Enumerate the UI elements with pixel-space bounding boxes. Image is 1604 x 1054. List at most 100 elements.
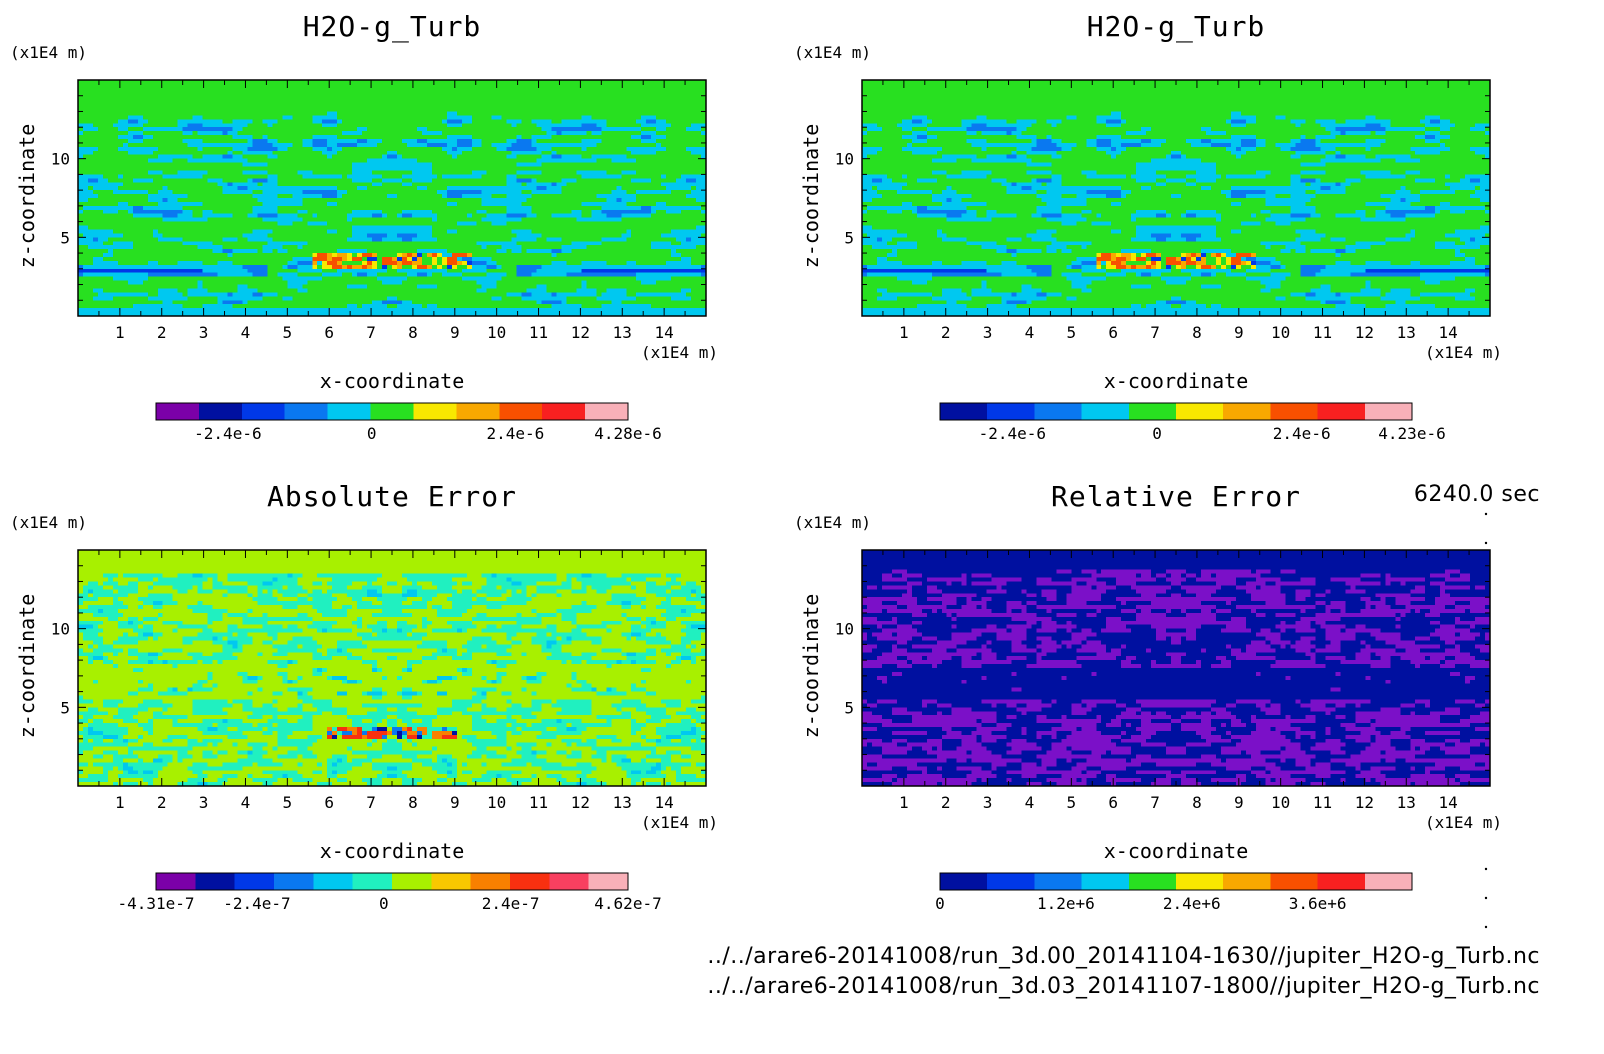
colorbar-swatch [1129,403,1177,420]
x-tick-label: 13 [613,793,632,812]
colorbar-swatch [1318,873,1366,890]
x-tick-label: 9 [1234,323,1244,342]
panel-4: Relative Error(x1E4 m)(x1E4 m)1 2 3 4 5 6 7 8 9 1… [794,480,1502,913]
x-tick-label: 9 [1234,793,1244,812]
chart-title: Relative Error [1051,480,1301,513]
colorbar [156,403,629,420]
colorbar-swatch [392,873,432,890]
colorbar-swatch [235,873,275,890]
colorbar-tick-label: 0 [1152,424,1162,443]
x-axis-label: x-coordinate [1104,839,1249,863]
colorbar-swatch [242,403,285,420]
x-tick-label: 1 [899,793,909,812]
x-tick-label: 14 [655,793,674,812]
x-tick-label: 7 [1150,793,1160,812]
x-tick-label: 14 [655,323,674,342]
heatmap-cells [862,550,1491,787]
x-tick-label: 7 [366,323,376,342]
x-tick-label: 12 [1355,323,1374,342]
panel-3: Absolute Error(x1E4 m)(x1E4 m)1 2 3 4 5 6 7 8 9 1… [10,480,718,913]
x-unit-label: (x1E4 m) [1425,343,1502,362]
colorbar-swatch [1129,873,1177,890]
colorbar-swatch [1270,403,1318,420]
x-tick-label: 3 [199,323,209,342]
heatmap-cells [862,80,1491,317]
file-path-1: ../../arare6-20141008/run_3d.00_20141104… [707,944,1540,969]
colorbar-swatch [431,873,471,890]
heatmap-cells [78,80,707,317]
colorbar-swatch [499,403,542,420]
x-axis-label: x-coordinate [320,369,465,393]
colorbar-swatch [1034,403,1082,420]
x-tick-label: 2 [941,323,951,342]
x-tick-label: 9 [450,323,460,342]
x-tick-label: 2 [941,793,951,812]
y-axis-label: z-coordinate [799,124,823,269]
x-tick-label: 3 [983,323,993,342]
chart-title: H2O-g_Turb [1087,10,1266,44]
colorbar-swatch [940,403,988,420]
colorbar-swatch [987,873,1035,890]
y-unit-label: (x1E4 m) [10,43,87,62]
colorbar-swatch [371,403,414,420]
x-axis-label: x-coordinate [1104,369,1249,393]
colorbar-tick-label: 3.6e+6 [1289,894,1347,913]
chart-title: H2O-g_Turb [303,10,482,44]
x-tick-label: 11 [529,793,548,812]
y-tick-label: 10 [835,150,854,169]
x-tick-label: 2 [157,323,167,342]
x-tick-label: 10 [1271,793,1290,812]
x-tick-label: 8 [1192,793,1202,812]
colorbar-swatch [353,873,393,890]
x-tick-label: 4 [241,323,251,342]
colorbar-swatch [156,403,199,420]
x-tick-label: 5 [283,793,293,812]
x-tick-label: 13 [1397,323,1416,342]
x-tick-label: 8 [408,793,418,812]
x-tick-label: 4 [1025,793,1035,812]
chart-title: Absolute Error [267,480,517,513]
x-tick-label: 10 [1271,323,1290,342]
time-label: 6240.0 sec [1414,482,1540,507]
x-tick-label: 8 [1192,323,1202,342]
colorbar-swatch [1365,403,1413,420]
colorbar-swatch [413,403,456,420]
colorbar-tick-label: 2.4e-6 [1273,424,1331,443]
edge-dot [1485,868,1487,870]
x-tick-label: 1 [115,323,125,342]
x-tick-label: 6 [1108,323,1118,342]
y-unit-label: (x1E4 m) [794,513,871,532]
x-tick-label: 5 [1067,793,1077,812]
x-tick-label: 5 [283,323,293,342]
x-tick-label: 13 [1397,793,1416,812]
x-tick-label: 12 [571,793,590,812]
colorbar-tick-label: 4.28e-6 [594,424,661,443]
x-tick-label: 4 [1025,323,1035,342]
x-tick-label: 12 [571,323,590,342]
y-tick-label: 5 [60,698,70,717]
y-tick-label: 5 [844,228,854,247]
y-axis-label: z-coordinate [15,124,39,269]
colorbar-tick-label: 0 [935,894,945,913]
colorbar-tick-label: 2.4e+6 [1163,894,1221,913]
colorbar-tick-label: 0 [367,424,377,443]
file-path-2: ../../arare6-20141008/run_3d.03_20141107… [707,974,1540,999]
colorbar [156,873,629,890]
colorbar-swatch [1223,403,1271,420]
colorbar-swatch [195,873,235,890]
x-tick-label: 7 [366,793,376,812]
colorbar-tick-label: -2.4e-7 [223,894,290,913]
colorbar-swatch [1176,873,1224,890]
colorbar-swatch [987,403,1035,420]
x-axis-label: x-coordinate [320,839,465,863]
x-tick-label: 9 [450,793,460,812]
y-unit-label: (x1E4 m) [10,513,87,532]
heatmap-cells [78,550,707,787]
colorbar-tick-label: 1.2e+6 [1037,894,1095,913]
colorbar-swatch [285,403,328,420]
x-tick-label: 8 [408,323,418,342]
x-tick-label: 3 [983,793,993,812]
colorbar [940,403,1413,420]
colorbar-swatch [456,403,499,420]
